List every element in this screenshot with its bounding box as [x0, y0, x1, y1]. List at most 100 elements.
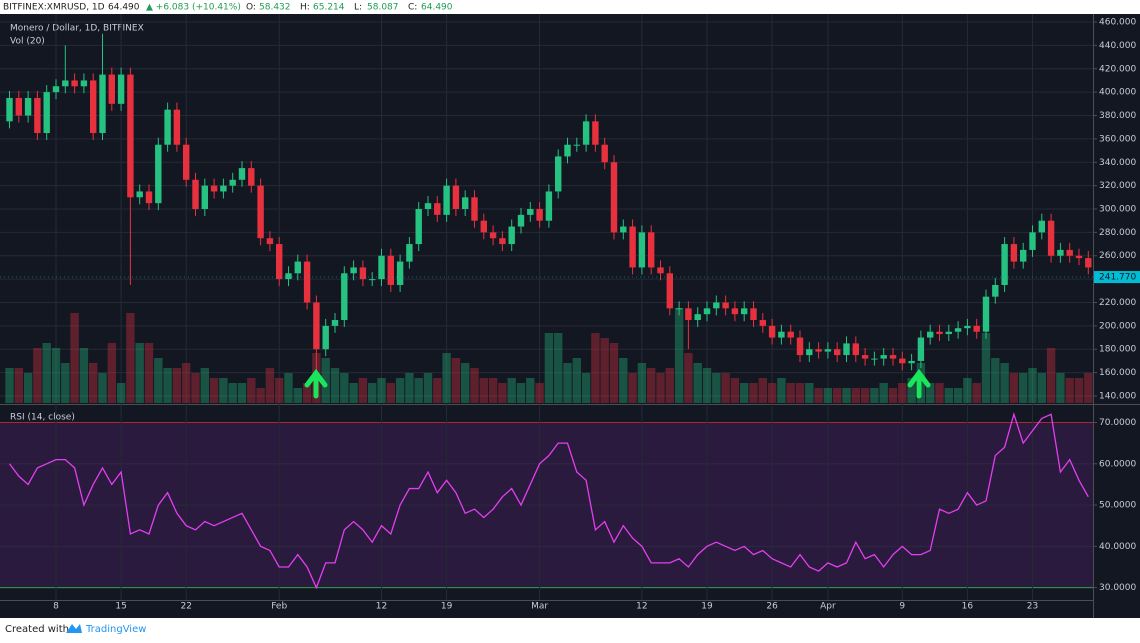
volume-bar	[498, 383, 507, 403]
candle-body	[527, 209, 534, 215]
candle-body	[638, 232, 646, 268]
candle-body	[489, 232, 497, 239]
volume-bar	[786, 383, 795, 403]
y-tick-label: 360.000	[1099, 134, 1136, 144]
candle-body	[601, 144, 608, 163]
candle-body	[173, 109, 181, 145]
x-tick-label: 12	[376, 602, 387, 612]
candle-body	[852, 343, 859, 356]
candle-body	[378, 255, 385, 280]
candle-body	[545, 191, 553, 221]
volume-bar	[302, 383, 312, 403]
x-tick-label: 8	[53, 602, 59, 612]
volume-bar	[609, 343, 619, 403]
volume-bar	[1046, 348, 1056, 403]
candle-body	[452, 185, 460, 209]
candle-body	[620, 226, 627, 233]
header-symbol: BITFINEX:XMRUSD, 1D	[3, 3, 105, 13]
volume-bar	[619, 358, 628, 403]
candle-body	[564, 144, 571, 157]
candle-body	[294, 261, 301, 274]
volume-bar	[386, 383, 395, 403]
candle-body	[741, 308, 748, 315]
candle-body	[917, 337, 925, 361]
candle-body	[266, 238, 274, 245]
candle-body	[908, 360, 915, 364]
volume-bar	[851, 388, 860, 403]
volume-bar	[740, 383, 749, 403]
candle-body	[1085, 258, 1092, 268]
volume-bar	[358, 378, 368, 403]
volume-bar	[470, 368, 479, 403]
candle-body	[71, 80, 78, 87]
candle-body	[52, 86, 60, 93]
footer-created: Created with	[5, 624, 69, 635]
footer-bar	[0, 618, 1140, 639]
candle-body	[210, 185, 218, 192]
ohlc-value: 58.432	[259, 3, 291, 13]
volume-bar	[749, 383, 758, 403]
candle-body	[555, 156, 562, 192]
candle-body	[992, 284, 999, 297]
volume-bar	[526, 378, 535, 403]
volume-bar	[888, 388, 898, 403]
candle-body	[99, 74, 106, 134]
candle-body	[582, 121, 590, 145]
candle-body	[499, 238, 506, 245]
volume-bar	[535, 383, 544, 403]
candle-body	[62, 80, 69, 87]
y-tick-label: 140.000	[1099, 391, 1136, 401]
volume-bar	[823, 388, 833, 403]
candle-body	[880, 355, 887, 359]
candle-body	[889, 355, 897, 359]
candle-body	[750, 308, 757, 321]
volume-bar	[814, 388, 823, 403]
volume-bar	[42, 343, 51, 403]
volume-bar	[674, 308, 684, 403]
x-tick-label: 16	[962, 602, 974, 612]
rsi-tick-label: 40.0000	[1099, 542, 1136, 552]
candle-body	[1057, 249, 1064, 256]
y-tick-label: 460.000	[1099, 18, 1136, 28]
candle-body	[936, 331, 943, 335]
volume-bar	[275, 378, 284, 403]
candle-body	[1001, 244, 1008, 285]
brand-logo	[66, 624, 82, 633]
candle-body	[1047, 220, 1055, 256]
candle-body	[443, 185, 450, 215]
volume-bar	[479, 378, 488, 403]
candle-body	[43, 92, 50, 134]
volume-bar	[33, 348, 42, 403]
volume-bar	[256, 388, 265, 403]
volume-bar	[265, 368, 275, 403]
candle-body	[369, 279, 376, 281]
candle-body	[657, 267, 664, 274]
x-tick-label: Mar	[531, 602, 548, 612]
volume-bar	[1028, 368, 1037, 403]
y-tick-label: 340.000	[1099, 158, 1136, 168]
volume-bar	[1084, 373, 1093, 403]
candle-body	[713, 302, 720, 309]
volume-bar	[116, 383, 126, 403]
candle-body	[982, 296, 990, 332]
volume-bar	[767, 383, 777, 403]
candle-body	[201, 185, 208, 209]
candle-body	[471, 197, 478, 221]
candle-body	[285, 273, 292, 280]
volume-bar	[637, 363, 647, 403]
y-tick-label: 420.000	[1099, 64, 1136, 74]
candle-body	[257, 185, 264, 239]
volume-bar	[172, 368, 182, 403]
candle-body	[824, 349, 832, 352]
rsi-tick-label: 60.0000	[1099, 459, 1136, 469]
candle-body	[248, 168, 255, 186]
candle-body	[90, 80, 97, 134]
volume-label: Vol (20)	[10, 37, 45, 47]
candle-body	[1020, 249, 1027, 262]
volume-bar	[712, 373, 721, 403]
candle-body	[685, 308, 692, 321]
volume-bar	[340, 373, 349, 403]
volume-bar	[963, 378, 972, 403]
volume-bar	[879, 383, 888, 403]
volume-bar	[228, 383, 237, 403]
